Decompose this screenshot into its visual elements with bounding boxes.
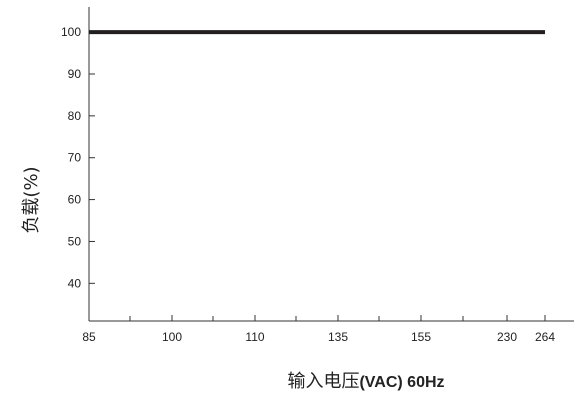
x-ticks: 85 100 110 135 155 230 264 [82,315,555,344]
x-tick-label: 85 [82,330,96,344]
y-tick-label: 100 [61,25,81,39]
x-tick-label: 110 [245,330,264,344]
x-tick-label: 100 [162,330,182,344]
y-tick-label: 70 [68,151,82,165]
y-tick-label: 80 [68,109,82,123]
x-tick-label: 155 [411,330,431,344]
plot-frame [88,7,574,322]
x-axis-title-en: (VAC) 60Hz [359,374,444,391]
y-tick-label: 40 [68,276,82,290]
y-ticks: 40 50 60 70 80 90 100 [61,25,95,290]
x-axis-title-cn: 输入电压 [287,371,359,392]
y-tick-label: 50 [68,234,82,248]
y-tick-label: 60 [68,193,82,207]
y-axis-title: 负载(%) [21,166,42,233]
x-tick-label: 135 [328,330,348,344]
x-axis-title: 输入电压(VAC) 60Hz [287,371,444,392]
x-tick-label: 230 [497,330,517,344]
y-tick-label: 90 [68,67,82,81]
x-tick-label: 264 [535,330,555,344]
